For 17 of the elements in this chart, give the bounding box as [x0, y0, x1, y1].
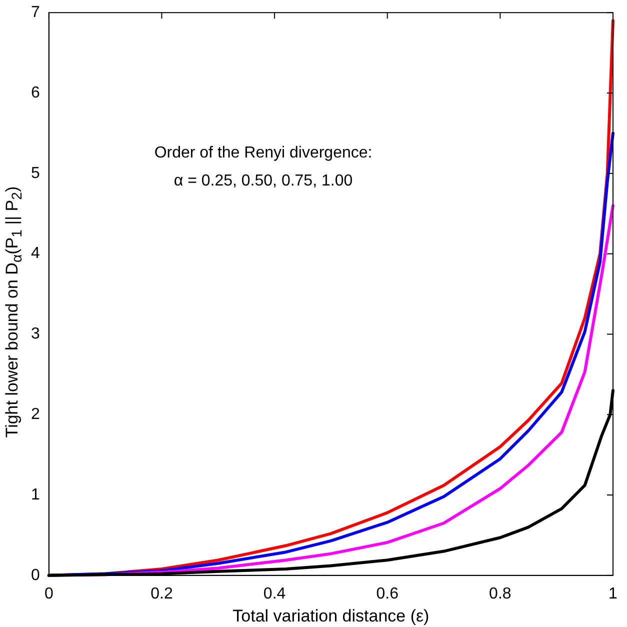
x-tick-label: 1 — [608, 585, 618, 602]
y-tick-label: 0 — [30, 566, 40, 584]
x-tick-label: 0.4 — [263, 585, 286, 602]
x-tick-label: 0.6 — [376, 585, 399, 602]
x-axis-title: Total variation distance (ε) — [232, 606, 430, 626]
x-tick-label: 0.2 — [150, 585, 173, 602]
y-tick-label: 4 — [30, 245, 40, 262]
y-tick-label: 3 — [30, 326, 40, 343]
x-tick-label: 0.8 — [489, 585, 512, 602]
y-tick-label: 5 — [30, 164, 40, 182]
y-tick-label: 6 — [30, 84, 40, 102]
y-tick-label: 2 — [30, 406, 40, 424]
y-tick-label: 1 — [30, 486, 40, 504]
annotation: α = 0.25, 0.50, 0.75, 1.00 — [174, 172, 353, 190]
x-tick-label: 0 — [44, 585, 54, 602]
y-tick-label: 7 — [30, 4, 40, 22]
annotation: Order of the Renyi divergence: — [154, 144, 372, 162]
